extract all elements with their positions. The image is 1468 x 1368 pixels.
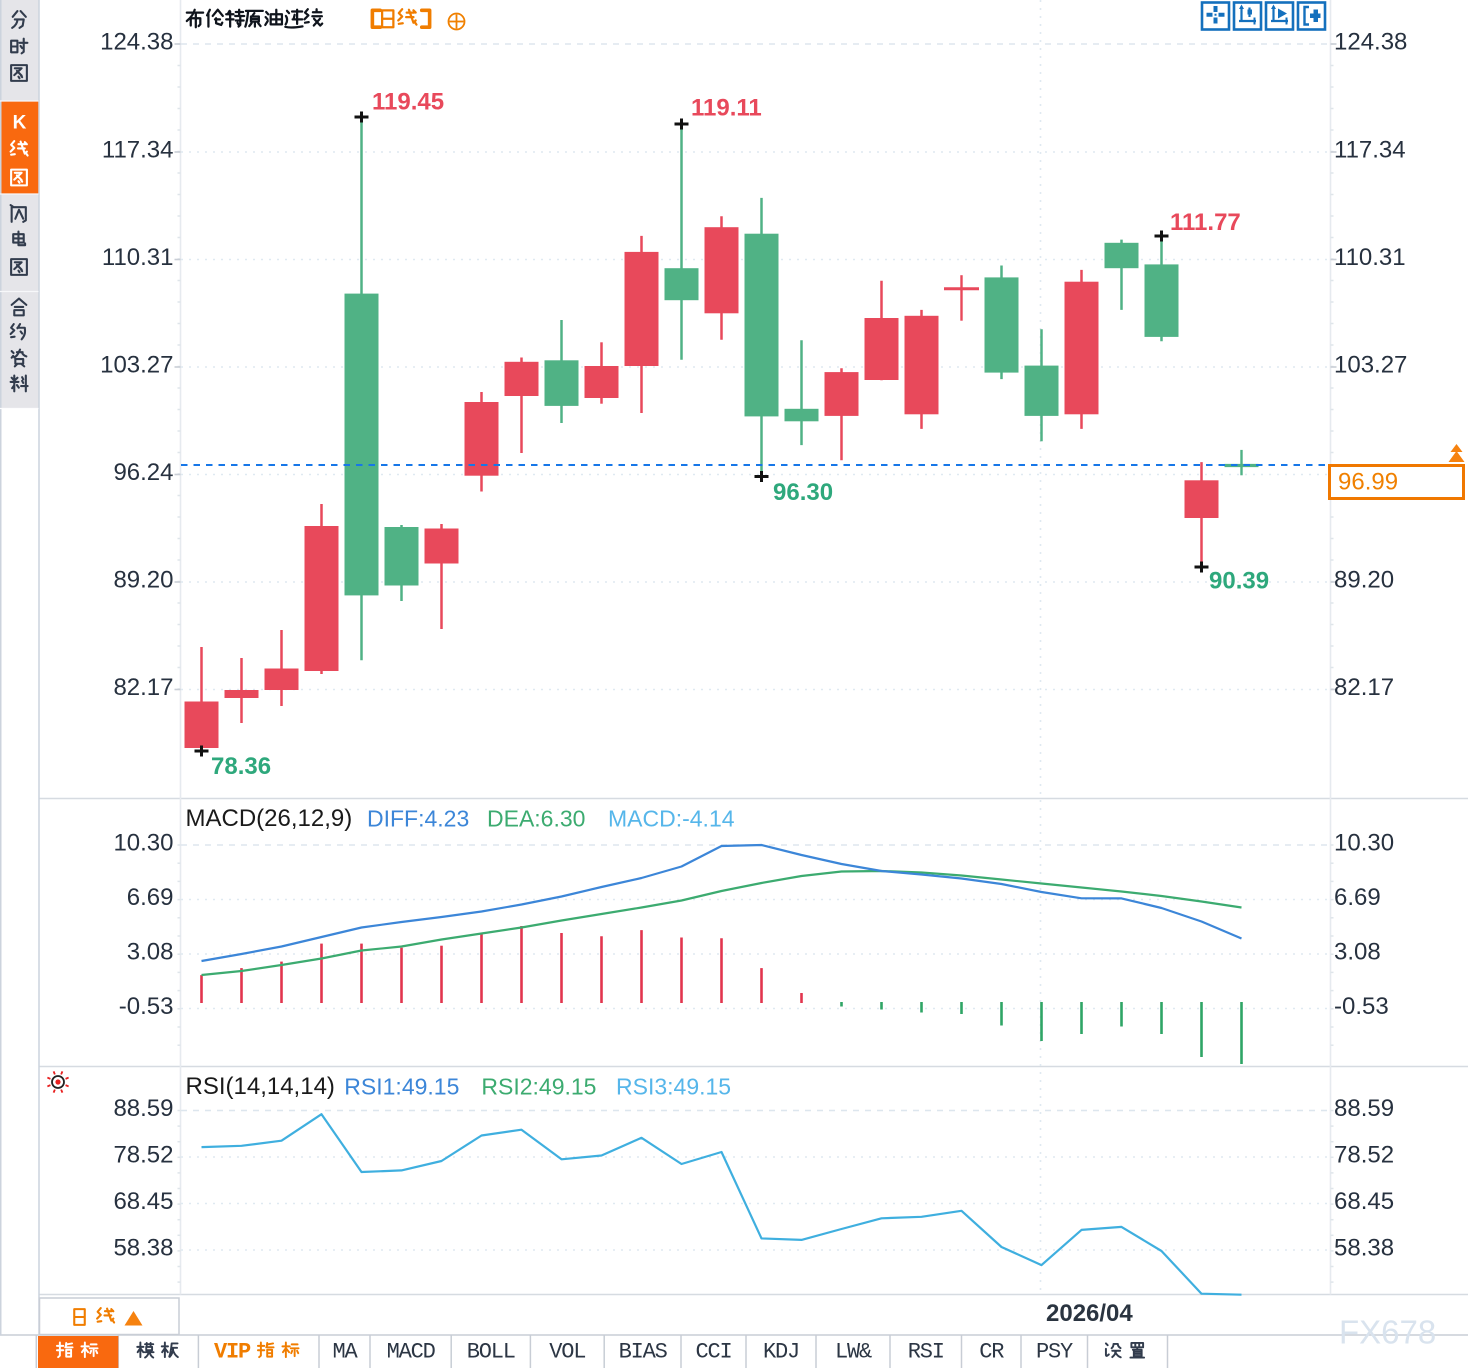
svg-text:103.27: 103.27 xyxy=(100,352,173,379)
svg-text:103.27: 103.27 xyxy=(1334,352,1407,379)
svg-text:6.69: 6.69 xyxy=(127,884,174,911)
svg-text:117.34: 117.34 xyxy=(1334,137,1406,164)
svg-text:58.38: 58.38 xyxy=(113,1235,173,1262)
svg-text:88.59: 88.59 xyxy=(1334,1095,1394,1122)
svg-text:RSI1:49.15: RSI1:49.15 xyxy=(344,1074,459,1100)
svg-text:3.08: 3.08 xyxy=(127,939,174,966)
svg-text:BIAS: BIAS xyxy=(619,1340,668,1365)
svg-text:VIP: VIP xyxy=(214,1340,251,1365)
svg-text:78.52: 78.52 xyxy=(1334,1142,1394,1169)
svg-text:68.45: 68.45 xyxy=(113,1188,173,1215)
svg-text:-0.53: -0.53 xyxy=(1334,993,1389,1020)
svg-text:DEA:6.30: DEA:6.30 xyxy=(487,806,585,832)
svg-text:DIFF:4.23: DIFF:4.23 xyxy=(367,806,469,832)
svg-text:6.69: 6.69 xyxy=(1334,884,1381,911)
svg-text:-0.53: -0.53 xyxy=(119,993,174,1020)
svg-text:RSI2:49.15: RSI2:49.15 xyxy=(481,1074,596,1100)
svg-text:96.99: 96.99 xyxy=(1338,469,1398,496)
svg-text:90.39: 90.39 xyxy=(1209,568,1269,595)
svg-text:VOL: VOL xyxy=(549,1340,585,1365)
svg-text:110.31: 110.31 xyxy=(1334,244,1406,271)
svg-text:124.38: 124.38 xyxy=(1334,29,1407,56)
svg-text:MA: MA xyxy=(332,1340,358,1365)
svg-text:88.59: 88.59 xyxy=(113,1095,173,1122)
svg-text:78.52: 78.52 xyxy=(113,1142,173,1169)
svg-text:124.38: 124.38 xyxy=(100,29,173,56)
svg-text:CCI: CCI xyxy=(695,1340,731,1365)
svg-text:MACD(26,12,9): MACD(26,12,9) xyxy=(186,805,353,832)
svg-text:2026/04: 2026/04 xyxy=(1046,1300,1133,1327)
svg-text:82.17: 82.17 xyxy=(1334,674,1394,701)
svg-text:LW&: LW& xyxy=(835,1340,872,1365)
svg-text:BOLL: BOLL xyxy=(467,1340,515,1365)
svg-text:RSI: RSI xyxy=(908,1340,944,1365)
svg-text:58.38: 58.38 xyxy=(1334,1235,1394,1262)
svg-text:3.08: 3.08 xyxy=(1334,939,1381,966)
svg-text:10.30: 10.30 xyxy=(1334,830,1394,857)
svg-text:119.45: 119.45 xyxy=(372,89,444,116)
svg-text:MACD: MACD xyxy=(387,1340,436,1365)
svg-text:PSY: PSY xyxy=(1036,1340,1073,1365)
svg-text:68.45: 68.45 xyxy=(1334,1188,1394,1215)
svg-text:FX678: FX678 xyxy=(1339,1314,1436,1351)
svg-text:89.20: 89.20 xyxy=(113,567,173,594)
svg-text:CR: CR xyxy=(979,1340,1004,1365)
svg-text:96.24: 96.24 xyxy=(113,459,173,486)
svg-text:RSI3:49.15: RSI3:49.15 xyxy=(616,1074,731,1100)
svg-text:89.20: 89.20 xyxy=(1334,567,1394,594)
svg-text:82.17: 82.17 xyxy=(113,674,173,701)
svg-text:78.36: 78.36 xyxy=(211,753,271,780)
svg-text:111.77: 111.77 xyxy=(1170,209,1241,236)
svg-text:117.34: 117.34 xyxy=(102,137,174,164)
svg-text:KDJ: KDJ xyxy=(763,1340,799,1365)
svg-text:10.30: 10.30 xyxy=(113,830,173,857)
svg-text:MACD:-4.14: MACD:-4.14 xyxy=(608,806,735,832)
svg-text:119.11: 119.11 xyxy=(691,95,762,122)
svg-text:96.30: 96.30 xyxy=(773,479,833,506)
svg-text:110.31: 110.31 xyxy=(102,244,174,271)
svg-text:K: K xyxy=(13,113,27,134)
svg-text:RSI(14,14,14): RSI(14,14,14) xyxy=(186,1073,335,1100)
